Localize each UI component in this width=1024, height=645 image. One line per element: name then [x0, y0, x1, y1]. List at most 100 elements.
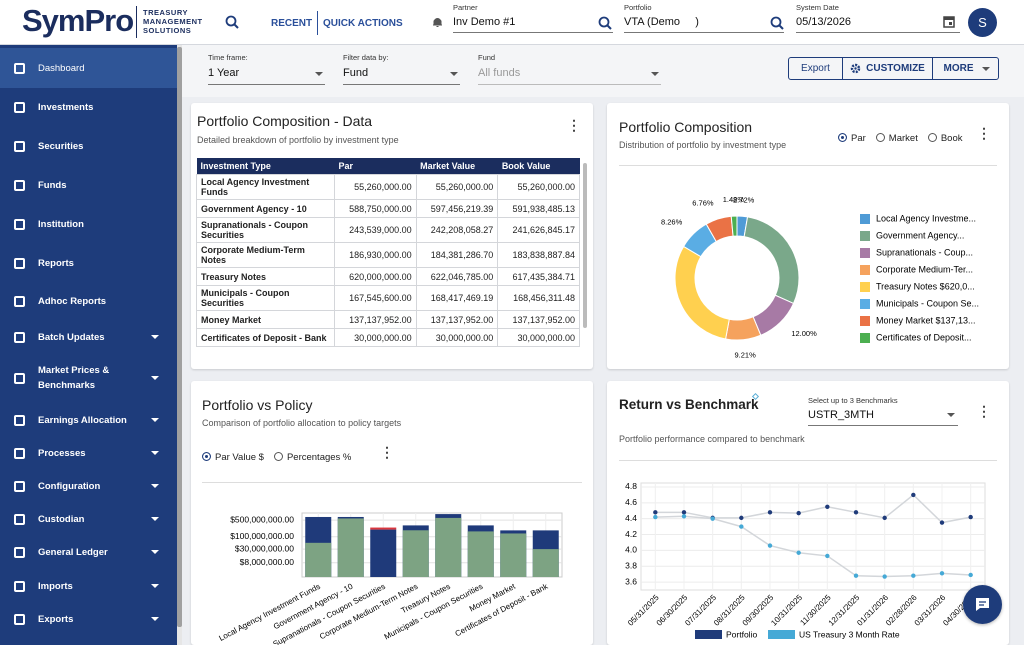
chevron: [151, 418, 159, 422]
nav-label: Securities: [38, 140, 84, 152]
nav-label: Adhoc Reports: [38, 295, 107, 307]
nav-item[interactable]: Batch Updates: [0, 317, 177, 357]
table-row: Corporate Medium-Term Notes 186,930,000.0…: [196, 242, 580, 268]
table-row: Government Agency - 10 588,750,000.00 597,…: [196, 199, 580, 218]
composition-table-card: Portfolio Composition - Data Detailed br…: [191, 103, 593, 369]
nav-item[interactable]: Configuration: [0, 466, 177, 506]
menu[interactable]: ⋮: [567, 117, 581, 133]
nav-label: Imports: [38, 580, 73, 592]
card-title: Portfolio vs Policy: [202, 397, 313, 413]
chevron: [151, 451, 159, 455]
table-cell: 137,137,952.00: [334, 310, 417, 329]
benchmark-chart-card: Return vs Benchmark Select up to 3 Bench…: [607, 381, 1009, 645]
nav-item[interactable]: Reports: [0, 243, 177, 283]
table-row: Treasury Notes 620,000,000.00 622,046,785.…: [196, 267, 580, 286]
radio-label: Market: [888, 133, 918, 144]
nav-icon: [14, 62, 25, 74]
nav-label: Custodian: [38, 513, 85, 525]
chat-button[interactable]: [963, 585, 1002, 624]
nav-item[interactable]: Earnings Allocation: [0, 400, 177, 440]
chevron: [151, 584, 159, 588]
table-row: Supranationals - Coupon Securities 243,53…: [196, 217, 580, 243]
search-icon[interactable]: [598, 16, 612, 30]
radio-option[interactable]: Par: [838, 133, 866, 144]
recent-link[interactable]: RECENT: [271, 18, 313, 29]
table-cell: 184,381,286.70: [415, 242, 499, 268]
menu[interactable]: ⋮: [977, 125, 991, 141]
table-row: Local Agency Investment Funds 55,260,000.…: [196, 174, 580, 200]
fund-select[interactable]: All funds: [478, 67, 661, 85]
gear-icon: [850, 63, 861, 74]
nav-item[interactable]: Investments: [0, 87, 177, 127]
fund-label: Fund: [478, 53, 496, 62]
table-row: Certificates of Deposit - Bank 30,000,000…: [196, 328, 580, 347]
search-icon[interactable]: [225, 15, 239, 29]
partner-field[interactable]: Inv Demo #1: [453, 16, 613, 33]
radio-option[interactable]: Book: [927, 133, 963, 144]
card-title: Return vs Benchmark: [619, 397, 759, 412]
table-cell: 591,938,485.13: [497, 199, 580, 218]
nav-label: Investments: [38, 101, 94, 113]
menu[interactable]: ⋮: [977, 403, 991, 419]
nav-item[interactable]: Dashboard: [0, 48, 177, 88]
chevron: [151, 517, 159, 521]
table-cell: Treasury Notes: [196, 267, 335, 286]
chevron: [151, 617, 159, 621]
nav-item[interactable]: Processes: [0, 433, 177, 473]
table-cell: 30,000,000.00: [497, 328, 580, 347]
filter-select[interactable]: Fund: [343, 67, 460, 85]
radio[interactable]: [927, 133, 937, 142]
nav-item[interactable]: Securities: [0, 126, 177, 166]
radio[interactable]: [838, 133, 847, 142]
nav-item[interactable]: General Ledger: [0, 532, 177, 572]
avatar[interactable]: S: [968, 8, 997, 37]
benchmark-select[interactable]: USTR_3MTH: [808, 409, 958, 426]
radio-option[interactable]: Percentages %: [273, 452, 351, 463]
date-field[interactable]: 05/13/2026: [796, 16, 960, 33]
radio[interactable]: [273, 452, 283, 461]
table-cell: 137,137,952.00: [415, 310, 499, 329]
nav-icon: [14, 447, 25, 459]
nav-icon: [14, 179, 25, 191]
more-button[interactable]: MORE: [932, 57, 999, 80]
nav-label: Institution: [38, 218, 84, 230]
filter-bar: Time frame: 1 Year Filter data by: Fund …: [182, 45, 1024, 97]
nav-item[interactable]: Market Prices & Benchmarks: [0, 358, 177, 398]
nav-label: Reports: [38, 257, 74, 269]
table-cell: 241,626,845.17: [497, 217, 580, 243]
chevron: [151, 550, 159, 554]
nav-icon: [14, 331, 25, 343]
nav-item[interactable]: Funds: [0, 165, 177, 205]
time-frame-select[interactable]: 1 Year: [208, 67, 325, 85]
nav-label: Configuration: [38, 480, 101, 492]
calendar-icon[interactable]: [943, 15, 955, 28]
nav-item[interactable]: Adhoc Reports: [0, 281, 177, 321]
table-cell: 55,260,000.00: [415, 174, 499, 200]
time-frame-label: Time frame:: [208, 53, 248, 62]
export-button[interactable]: Export: [788, 57, 843, 80]
menu[interactable]: ⋮: [380, 444, 394, 460]
nav-label: Dashboard: [38, 62, 85, 74]
card-subtitle: Comparison of portfolio allocation to po…: [202, 418, 402, 428]
radio[interactable]: [875, 133, 885, 142]
nav-item[interactable]: Custodian: [0, 499, 177, 539]
table-cell: 55,260,000.00: [497, 174, 580, 200]
radio-option[interactable]: Market: [875, 133, 918, 144]
search-icon[interactable]: [770, 16, 784, 30]
card-subtitle: Distribution of portfolio by investment …: [619, 140, 787, 150]
radio[interactable]: [202, 452, 211, 461]
table-cell: 617,435,384.71: [497, 267, 580, 286]
divider: [317, 11, 318, 35]
column-header: Market Value: [416, 158, 498, 175]
quick-actions[interactable]: QUICK ACTIONS: [323, 18, 403, 29]
divider: [619, 165, 997, 166]
bell-icon[interactable]: [432, 16, 443, 28]
column-header: Investment Type: [196, 158, 335, 175]
nav-item[interactable]: Exports: [0, 599, 177, 639]
nav-item[interactable]: Institution: [0, 204, 177, 244]
radio-option[interactable]: Par Value $: [202, 452, 264, 463]
nav-item[interactable]: Imports: [0, 566, 177, 606]
portfolio-field[interactable]: VTA (Demo ): [624, 16, 784, 33]
radio-group: Par Market Book: [838, 128, 973, 146]
chevron: [151, 335, 159, 339]
